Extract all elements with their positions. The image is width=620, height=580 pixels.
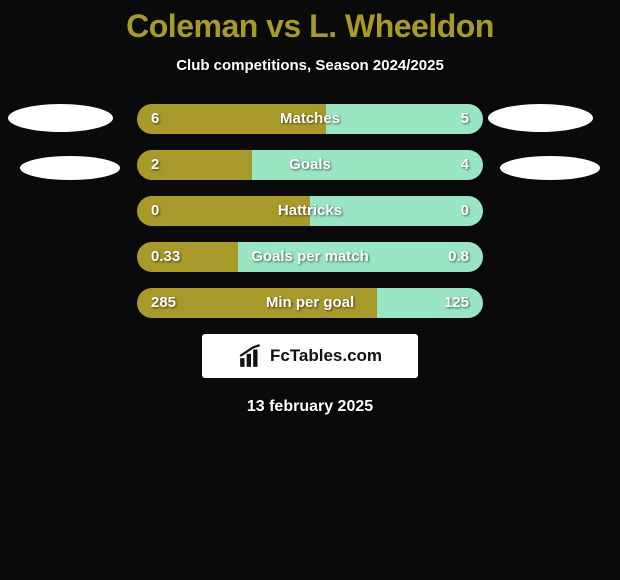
stat-row-min-per-goal: 285125Min per goal bbox=[137, 288, 483, 318]
stat-row-goals: 24Goals bbox=[137, 150, 483, 180]
player-ellipse-3 bbox=[500, 156, 600, 180]
player-ellipse-2 bbox=[20, 156, 120, 180]
player-ellipse-1 bbox=[488, 104, 593, 132]
metric-label: Matches bbox=[137, 104, 483, 134]
stat-row-matches: 65Matches bbox=[137, 104, 483, 134]
metric-label: Min per goal bbox=[137, 288, 483, 318]
metric-label: Goals bbox=[137, 150, 483, 180]
metric-label: Goals per match bbox=[137, 242, 483, 272]
logo-text: FcTables.com bbox=[270, 346, 382, 366]
stat-row-hattricks: 00Hattricks bbox=[137, 196, 483, 226]
player-ellipse-0 bbox=[8, 104, 113, 132]
stat-row-goals-per-match: 0.330.8Goals per match bbox=[137, 242, 483, 272]
subtitle: Club competitions, Season 2024/2025 bbox=[0, 57, 620, 74]
source-logo: FcTables.com bbox=[202, 334, 418, 378]
chart-area: 65Matches 24Goals 00Hattricks 0.330.8Goals … bbox=[0, 104, 620, 318]
metric-label: Hattricks bbox=[137, 196, 483, 226]
page-title: Coleman vs L. Wheeldon bbox=[0, 0, 620, 45]
chart-bars-icon bbox=[238, 343, 264, 369]
comparison-infographic: Coleman vs L. Wheeldon Club competitions… bbox=[0, 0, 620, 580]
rows-container: 65Matches 24Goals 00Hattricks 0.330.8Goals … bbox=[0, 104, 620, 318]
date-label: 13 february 2025 bbox=[0, 398, 620, 416]
